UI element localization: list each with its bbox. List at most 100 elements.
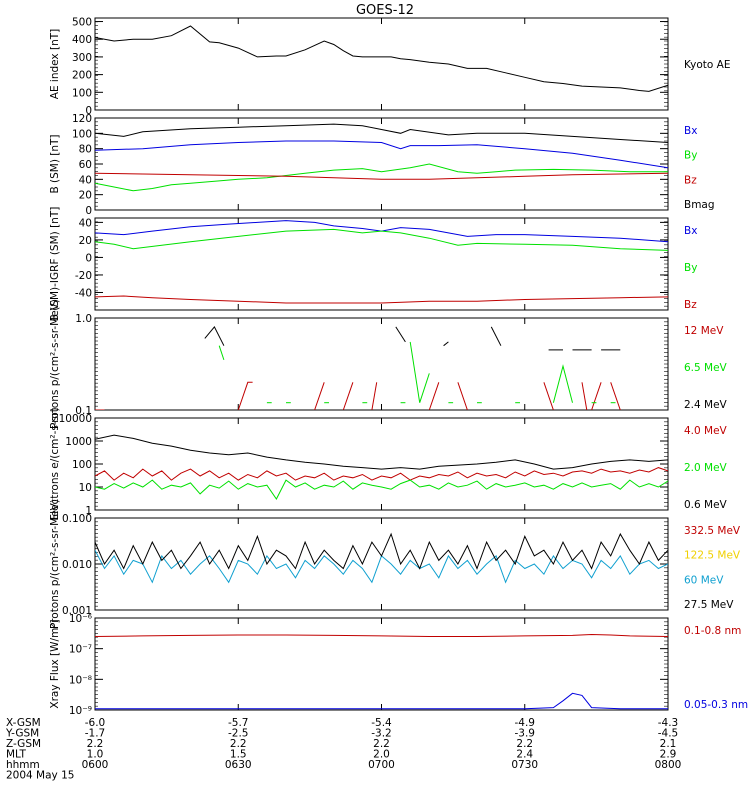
- series-line-segment: [543, 382, 554, 410]
- y-tick-label: 0.100: [62, 513, 92, 525]
- y-tick-label: 0: [85, 105, 92, 117]
- x-row-value: 0800: [655, 759, 682, 771]
- panel-xray: 10⁻⁹ 10⁻⁸ 10⁻⁷ 10⁻⁶ Xray Flux [W/m²] 0.1-0.8 …: [49, 613, 748, 717]
- y-tick-label: 100: [72, 128, 92, 140]
- series-line: [95, 220, 668, 243]
- series-line-segment: [237, 381, 253, 410]
- series-line-segment: [457, 382, 468, 410]
- legend-entry: 4.0 MeV: [684, 425, 728, 437]
- x-row-value: 0730: [511, 759, 538, 771]
- series-line-segment: [490, 326, 502, 346]
- legend-entry: Bx: [684, 125, 697, 137]
- series-group: [95, 325, 621, 410]
- x-row-value: 0630: [225, 759, 252, 771]
- y-tick-label: 80: [79, 144, 92, 156]
- x-row-label: X-GSM: [6, 717, 41, 729]
- legend-entry: Bmag: [684, 199, 715, 211]
- series-group: [95, 220, 668, 304]
- y-axis-label: B (SM) [nT]: [49, 134, 61, 193]
- x-row-value: -4.5: [658, 728, 679, 740]
- panel-frame: [94, 317, 669, 411]
- y-tick-label: 0.001: [62, 605, 92, 617]
- y-tick-label: 10: [79, 482, 92, 494]
- x-row-value: 1.5: [230, 749, 247, 761]
- x-row-label: Y-GSM: [5, 728, 39, 740]
- legend-entry: 0.6 MeV: [684, 499, 728, 511]
- x-row-label: MLT: [6, 749, 26, 761]
- series-group: [95, 633, 668, 710]
- y-tick-label: 1000: [65, 436, 92, 448]
- series-line: [95, 163, 668, 192]
- legend-entry: 6.5 MeV: [684, 362, 728, 374]
- y-tick-label: 10⁻⁶: [69, 613, 92, 625]
- panel-ae: 0 100 200 300 400 500 AE index [nT] Kyoto AE: [49, 17, 730, 117]
- y-tick-label: -20: [75, 270, 92, 282]
- y-axis-label: AE index [nT]: [49, 29, 61, 99]
- x-row-value: 1.0: [87, 749, 104, 761]
- y-tick-label: 40: [79, 217, 92, 229]
- legend-entry: 332.5 MeV: [684, 525, 741, 537]
- y-tick-label: 10⁻⁸: [69, 674, 92, 686]
- legend-entry: Kyoto AE: [684, 59, 730, 71]
- panel-bsm: 0 20 40 60 80 100 120 B (SM) [nT] Bx By Bz Bmag: [49, 113, 715, 217]
- x-row-value: -4.3: [658, 717, 679, 729]
- series-line-segment: [552, 364, 573, 403]
- y-tick-label: 1.0: [75, 313, 92, 325]
- panel-frame: [94, 117, 669, 211]
- series-line-segment: [428, 382, 440, 410]
- y-tick-label: 400: [72, 34, 92, 46]
- series-line: [95, 434, 668, 470]
- x-row-value: 2.2: [87, 738, 104, 750]
- y-axis-label: Xray Flux [W/m²]: [49, 619, 61, 708]
- x-row-value: 2.2: [373, 738, 390, 750]
- x-row-value: -1.7: [85, 728, 106, 740]
- legend-entry: By: [684, 150, 697, 162]
- legend-entry: Bz: [684, 299, 697, 311]
- series-group: [95, 123, 668, 192]
- series-group: [95, 25, 668, 92]
- legend-entry: By: [684, 262, 697, 274]
- series-line: [95, 467, 668, 481]
- x-row-value: -6.0: [85, 717, 106, 729]
- y-tick-label: 0: [85, 205, 92, 217]
- y-tick-label: 10⁻⁷: [69, 644, 92, 656]
- x-axis: X-GSM -6.0 -5.7 -5.4 -4.9 -4.3 Y-GSM -1.7 -2.5 -3…: [5, 717, 681, 782]
- series-line-segment: [409, 341, 430, 403]
- y-tick-label: 100: [72, 87, 92, 99]
- series-line: [95, 633, 668, 637]
- panel-frame: [94, 17, 669, 111]
- y-tick-label: 0.1: [75, 405, 92, 417]
- series-group: [95, 532, 668, 584]
- series-line: [95, 532, 668, 570]
- date-label: 2004 May 15: [6, 770, 74, 782]
- y-tick-label: 0.010: [62, 559, 92, 571]
- x-row-value: -5.7: [228, 717, 249, 729]
- x-row-value: 2.2: [516, 738, 533, 750]
- series-line: [95, 123, 668, 143]
- y-tick-label: 300: [72, 52, 92, 64]
- y-tick-label: 100: [72, 459, 92, 471]
- y-tick-label: 0: [85, 252, 92, 264]
- y-tick-label: 40: [79, 174, 92, 186]
- y-tick-label: 10⁻⁹: [69, 705, 92, 717]
- series-line-segment: [371, 382, 378, 410]
- panel-protons_low: 0.1 1.0 Protons p/(cm²-s-sr-MeV) 12 MeV 6.5 …: [49, 299, 728, 429]
- y-tick-label: 200: [72, 70, 92, 82]
- chart-title: GOES-12: [356, 3, 414, 18]
- y-tick-label: 20: [79, 190, 92, 202]
- series-line-segment: [610, 382, 621, 410]
- x-row-value: -2.5: [228, 728, 249, 740]
- series-line-segment: [581, 382, 588, 410]
- series-line-segment: [218, 345, 225, 361]
- series-line: [95, 228, 668, 251]
- legend-entry: 12 MeV: [684, 325, 724, 337]
- legend-entry: 2.0 MeV: [684, 462, 728, 474]
- series-line: [95, 140, 668, 169]
- y-tick-label: 20: [79, 235, 92, 247]
- x-row-value: -3.9: [515, 728, 536, 740]
- y-tick-label: 500: [72, 17, 92, 29]
- x-row-value: 2.2: [230, 738, 247, 750]
- x-row-value: -5.4: [371, 717, 392, 729]
- series-line-segment: [204, 325, 225, 346]
